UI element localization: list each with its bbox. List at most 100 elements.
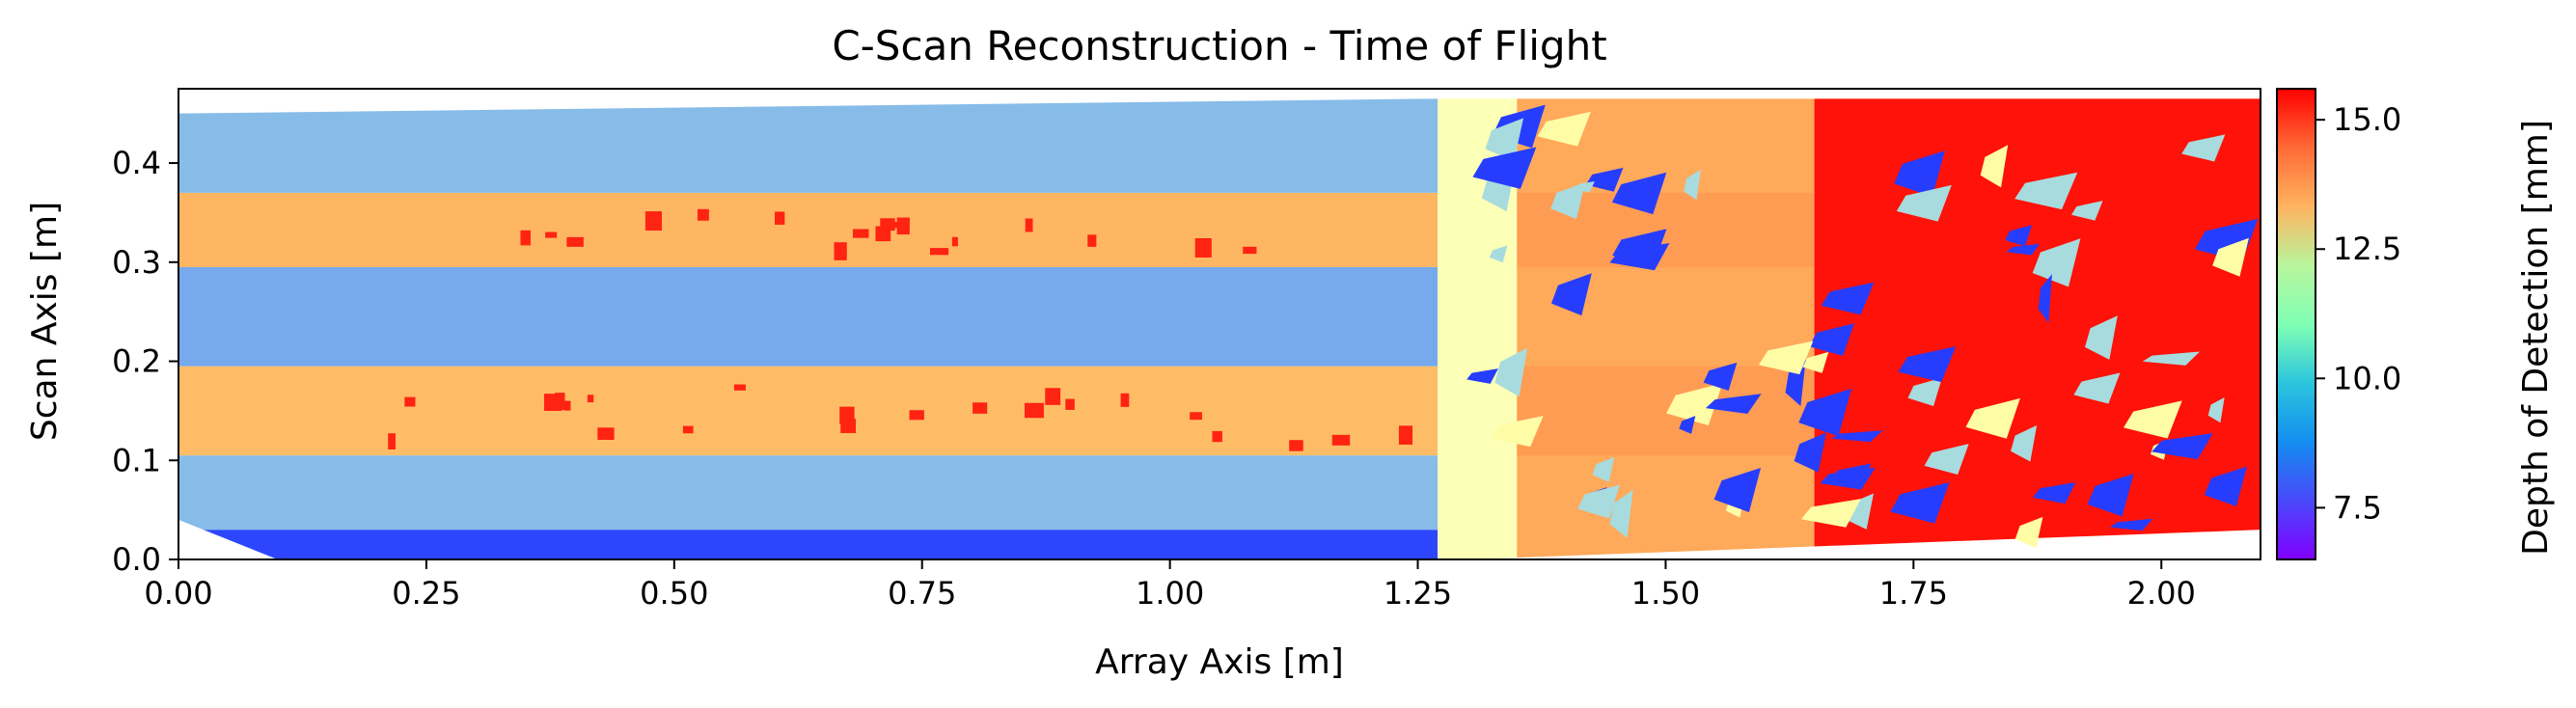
artifact-spot: [1120, 393, 1130, 407]
artifact-patch: [2038, 274, 2052, 323]
artifact-spot: [1025, 218, 1033, 232]
artifact-patch: [1713, 467, 1762, 512]
artifact-spot: [388, 433, 396, 449]
artifact-patch: [1794, 432, 1826, 473]
artifact-patch: [1585, 167, 1624, 192]
y-tick-label: 0.4: [112, 145, 161, 181]
artifact-spot: [834, 242, 847, 260]
artifact-patch: [1924, 444, 1969, 476]
artifact-patch: [1577, 484, 1620, 519]
artifact-patch: [1666, 383, 1723, 425]
artifact-patch: [1800, 499, 1861, 528]
artifact-spot: [644, 211, 663, 231]
y-tick-label: 0.3: [112, 244, 161, 281]
unscanned-bottom: [1466, 530, 2261, 559]
artifact-patch: [1472, 147, 1537, 189]
plot-frame: [178, 88, 2261, 560]
x-tick-label: 1.50: [1631, 575, 1700, 612]
artifact-spot: [930, 248, 949, 256]
artifact-spot: [1065, 398, 1075, 410]
artifact-patch: [1898, 346, 1957, 383]
x-tick-label: 1.25: [1384, 575, 1452, 612]
artifact-spot: [597, 427, 615, 440]
y-axis: 0.0 0.1 0.2 0.3 0.4: [112, 145, 178, 578]
artifact-spot: [1331, 434, 1351, 446]
artifact-spot: [733, 384, 746, 391]
artifact-patch: [1821, 282, 1875, 315]
artifact-patch: [1466, 368, 1498, 384]
x-tick-label: 1.75: [1879, 575, 1948, 612]
artifact-patch: [1679, 416, 1696, 434]
artifact-patch: [2142, 351, 2201, 366]
artifact-spot: [555, 393, 565, 411]
y-tick-label: 0.1: [112, 442, 161, 478]
y-tick-label: 0.2: [112, 343, 161, 380]
artifact-patch: [1684, 169, 1701, 201]
colorbar-ticks: 7.5 10.0 12.5 15.0: [2316, 101, 2401, 526]
y-axis-label: Scan Axis [m]: [25, 202, 65, 441]
x-tick-label: 0.50: [640, 575, 708, 612]
colorbar: [2276, 88, 2316, 560]
x-tick-label: 0.00: [144, 575, 212, 612]
artifact-patch: [1611, 172, 1667, 215]
heatmap-band: [178, 266, 1439, 367]
artifact-patch: [2011, 424, 2038, 462]
artifact-patch: [1980, 145, 2009, 188]
artifact-spot: [404, 396, 416, 407]
artifact-spot: [1087, 234, 1097, 247]
artifact-patch: [1896, 184, 1952, 222]
artifact-patch: [1489, 245, 1508, 263]
artifact-spot: [875, 226, 891, 242]
artifact-spot: [520, 230, 531, 246]
artifact-spot: [909, 410, 924, 421]
artifact-patch: [2070, 201, 2103, 221]
heatmap-band: [178, 530, 1439, 559]
artifact-patch: [1809, 323, 1854, 356]
heatmap-band: [178, 192, 1439, 267]
chart-title: C-Scan Reconstruction - Time of Flight: [832, 22, 1606, 69]
artifact-spot: [545, 231, 558, 238]
artifact-patch: [1574, 181, 1595, 193]
artifact-patch: [1907, 377, 1942, 407]
artifact-patch: [1705, 394, 1762, 414]
artifact-patch: [1845, 493, 1875, 530]
artifact-spot: [896, 217, 910, 235]
artifact-patch: [2014, 516, 2043, 549]
artifact-patch: [1609, 489, 1633, 538]
heatmap-band: [178, 455, 1439, 531]
artifact-patch: [1592, 456, 1615, 482]
artifact-spot: [973, 402, 988, 414]
artifact-spot: [1045, 388, 1061, 405]
artifact-spot: [951, 236, 958, 247]
artifact-patch: [2124, 400, 2182, 439]
artifact-patch: [1820, 467, 1876, 490]
artifact-patch: [1612, 229, 1667, 266]
artifact-patch: [1965, 397, 2020, 439]
artifact-spot: [1190, 412, 1202, 421]
x-tick-label: 0.75: [888, 575, 956, 612]
heatmap-zone: [1814, 98, 2261, 559]
artifact-patch: [2032, 238, 2081, 287]
artifact-patch: [2085, 315, 2118, 360]
artifact-spot: [682, 425, 694, 434]
unscanned-top: [178, 89, 2261, 114]
artifact-patch: [2110, 518, 2153, 531]
y-tick-label: 0.0: [112, 541, 161, 578]
x-axis: 0.00 0.25 0.50 0.75 1.00 1.25 1.50 1.75 2.00: [144, 559, 2196, 612]
heatmap-band: [178, 98, 1439, 193]
x-tick-label: 1.00: [1136, 575, 1204, 612]
artifact-spot: [697, 208, 709, 221]
artifact-patch: [1550, 273, 1592, 316]
artifact-spot: [852, 229, 869, 238]
x-tick-label: 0.25: [392, 575, 460, 612]
artifact-spot: [564, 400, 571, 411]
artifact-patch: [1894, 150, 1945, 198]
artifact-spot: [1289, 440, 1303, 451]
artifact-patch: [1550, 182, 1585, 220]
artifact-spot: [840, 419, 857, 433]
artifact-spot: [1212, 430, 1222, 443]
heatmap-artifacts: [388, 104, 2259, 549]
artifact-patch: [2181, 134, 2226, 162]
artifact-spot: [566, 236, 584, 247]
